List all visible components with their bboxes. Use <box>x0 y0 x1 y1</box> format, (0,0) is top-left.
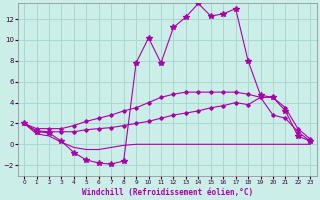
X-axis label: Windchill (Refroidissement éolien,°C): Windchill (Refroidissement éolien,°C) <box>82 188 253 197</box>
